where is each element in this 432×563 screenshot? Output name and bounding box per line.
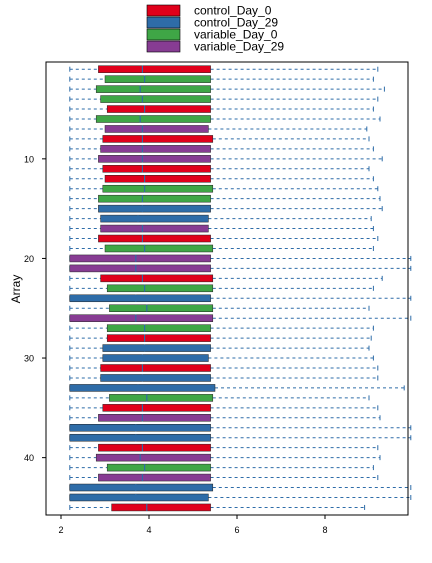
box-array-24 bbox=[69, 294, 211, 303]
box-array-35 bbox=[102, 404, 211, 412]
box-array-34 bbox=[109, 394, 214, 402]
plot-frame bbox=[45, 61, 409, 516]
box-array-43 bbox=[69, 483, 214, 492]
x-tick-label-4: 4 bbox=[146, 525, 151, 535]
x-axis: 2 4 6 8 bbox=[58, 515, 328, 535]
boxes-layer bbox=[69, 65, 216, 512]
y-axis-label: Array bbox=[9, 275, 23, 304]
legend-swatch-variable_Day_29 bbox=[146, 40, 181, 53]
x-tick-label-6: 6 bbox=[234, 525, 239, 535]
box-array-37 bbox=[69, 424, 211, 432]
y-tick-label-40: 40 bbox=[24, 453, 34, 463]
whiskers-layer bbox=[69, 66, 412, 510]
box-array-28 bbox=[106, 334, 211, 342]
box-array-6 bbox=[95, 115, 211, 123]
box-array-40 bbox=[95, 453, 211, 462]
box-array-38 bbox=[69, 433, 211, 442]
box-array-13 bbox=[102, 184, 214, 193]
box-array-4 bbox=[100, 95, 211, 103]
box-array-18 bbox=[98, 234, 211, 243]
box-array-10 bbox=[98, 155, 211, 163]
legend-swatch-control_Day_29 bbox=[146, 16, 181, 29]
x-tick-label-8: 8 bbox=[322, 525, 327, 535]
box-array-9 bbox=[100, 145, 211, 153]
box-array-12 bbox=[104, 175, 211, 183]
box-array-45 bbox=[111, 503, 211, 512]
box-array-31 bbox=[100, 364, 211, 372]
box-array-44 bbox=[69, 493, 209, 502]
box-array-36 bbox=[98, 414, 211, 422]
y-tick-label-10: 10 bbox=[24, 154, 34, 164]
legend-swatch-control_Day_0 bbox=[146, 4, 181, 17]
box-array-25 bbox=[109, 304, 214, 312]
box-array-3 bbox=[95, 85, 211, 93]
x-tick-label-2: 2 bbox=[58, 525, 63, 535]
box-array-16 bbox=[100, 214, 209, 223]
box-array-39 bbox=[98, 443, 211, 452]
legend-label-control_Day_29: control_Day_29 bbox=[194, 16, 278, 30]
box-array-41 bbox=[106, 463, 211, 472]
box-array-7 bbox=[104, 125, 209, 133]
box-array-23 bbox=[106, 284, 214, 293]
box-array-11 bbox=[102, 165, 211, 173]
legend: control_Day_0control_Day_29variable_Day_… bbox=[146, 4, 284, 54]
y-axis: 10 20 30 40 bbox=[24, 154, 46, 463]
box-array-26 bbox=[69, 314, 214, 322]
box-array-27 bbox=[106, 324, 211, 332]
box-array-29 bbox=[102, 344, 211, 352]
box-array-20 bbox=[69, 254, 211, 263]
box-array-42 bbox=[98, 473, 211, 482]
legend-label-control_Day_0: control_Day_0 bbox=[194, 4, 272, 18]
box-array-22 bbox=[100, 274, 214, 283]
box-array-14 bbox=[98, 194, 211, 203]
box-array-15 bbox=[98, 204, 211, 213]
legend-label-variable_Day_0: variable_Day_0 bbox=[194, 28, 278, 42]
legend-swatch-variable_Day_0 bbox=[146, 28, 181, 41]
legend-label-variable_Day_29: variable_Day_29 bbox=[194, 40, 284, 54]
y-tick-label-20: 20 bbox=[24, 254, 34, 264]
box-array-8 bbox=[102, 135, 214, 143]
box-array-17 bbox=[100, 224, 209, 233]
box-array-1 bbox=[98, 65, 211, 73]
y-tick-label-30: 30 bbox=[24, 354, 34, 364]
box-array-2 bbox=[104, 75, 211, 83]
box-array-30 bbox=[102, 354, 209, 362]
box-array-33 bbox=[69, 384, 216, 392]
box-array-5 bbox=[106, 105, 211, 113]
box-array-21 bbox=[69, 264, 211, 273]
box-array-19 bbox=[104, 244, 214, 253]
box-array-32 bbox=[100, 374, 211, 382]
